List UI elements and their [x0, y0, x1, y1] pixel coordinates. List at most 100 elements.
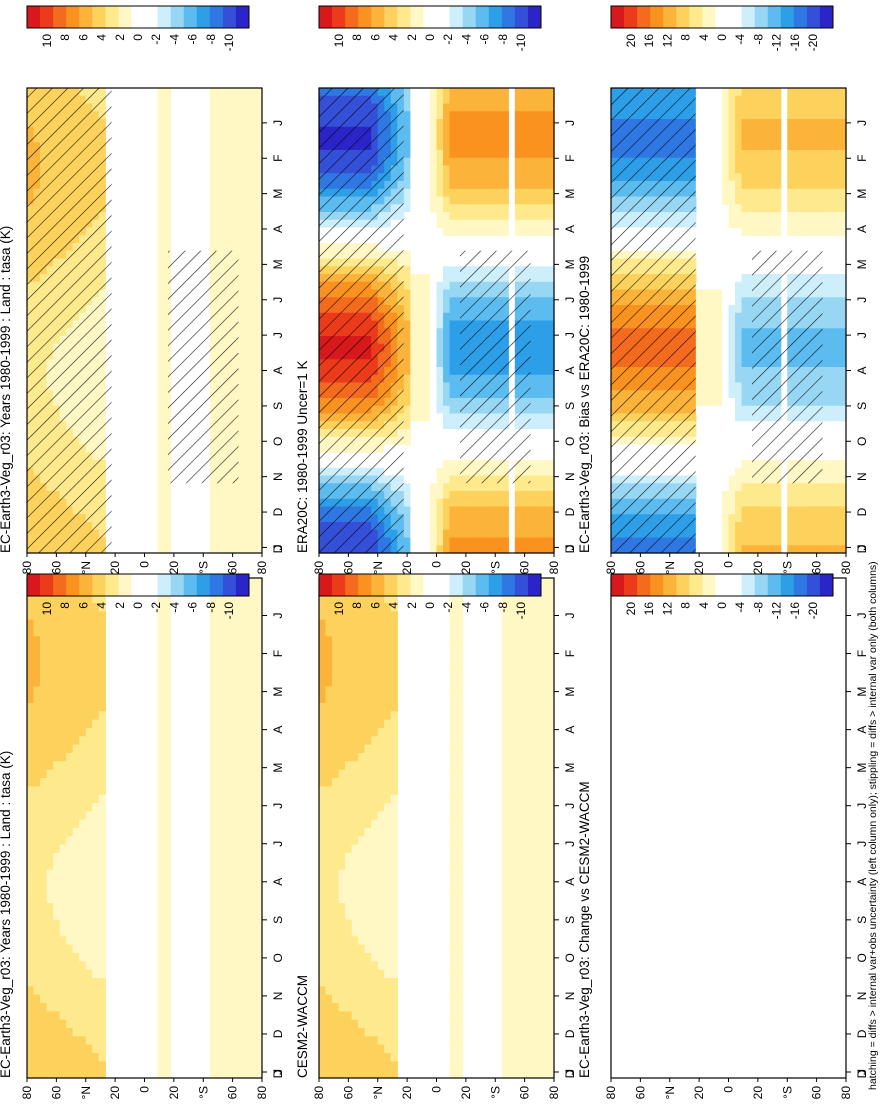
- heatmap-cell: [210, 936, 217, 945]
- heatmap-cell: [495, 204, 502, 212]
- heatmap-cell: [66, 628, 73, 637]
- heatmap-cell: [223, 545, 230, 553]
- heatmap-cell: [158, 861, 165, 870]
- heatmap-cell: [210, 220, 217, 228]
- heatmap-cell: [99, 928, 106, 937]
- heatmap-cell: [216, 158, 223, 166]
- heatmap-cell: [66, 653, 73, 662]
- heatmap-cell: [534, 104, 541, 112]
- heatmap-cell: [515, 189, 522, 197]
- heatmap-cell: [164, 173, 171, 181]
- heatmap-cell: [249, 620, 256, 629]
- heatmap-cell: [541, 359, 548, 367]
- heatmap-cell: [236, 1053, 243, 1062]
- heatmap-cell: [326, 1011, 333, 1020]
- heatmap-cell: [99, 703, 106, 712]
- heatmap-cell: [27, 911, 34, 920]
- heatmap-cell: [450, 266, 457, 274]
- heatmap-cell: [249, 886, 256, 895]
- heatmap-cell: [326, 753, 333, 762]
- heatmap-cell: [158, 1053, 165, 1062]
- heatmap-cell: [158, 545, 165, 553]
- heatmap-cell: [319, 853, 326, 862]
- heatmap-cell: [66, 1028, 73, 1037]
- heatmap-cell: [528, 119, 535, 127]
- heatmap-cell: [437, 359, 444, 367]
- heatmap-cell: [450, 375, 457, 383]
- month-tick-label: D: [271, 544, 285, 553]
- heatmap-cell: [210, 770, 217, 779]
- heatmap-cell: [534, 530, 541, 538]
- heatmap-cell: [223, 811, 230, 820]
- heatmap-cell: [437, 476, 444, 484]
- heatmap-cell: [450, 460, 457, 468]
- heatmap-cell: [158, 628, 165, 637]
- heatmap-cell: [164, 545, 171, 553]
- heatmap-cell: [229, 204, 236, 212]
- heatmap-cell: [450, 359, 457, 367]
- heatmap-cell: [450, 119, 457, 127]
- heatmap-cell: [216, 711, 223, 720]
- lat-tick-label: 20: [167, 561, 181, 575]
- heatmap-cell: [332, 920, 339, 929]
- heatmap-cell: [437, 220, 444, 228]
- heatmap-cell: [236, 745, 243, 754]
- heatmap-cell: [53, 928, 60, 937]
- heatmap-cell: [236, 928, 243, 937]
- heatmap-cell: [236, 786, 243, 795]
- heatmap-cell: [34, 953, 41, 962]
- heatmap-cell: [430, 104, 437, 112]
- heatmap-cell: [223, 522, 230, 530]
- heatmap-cell: [40, 720, 47, 729]
- hatching-north: [319, 88, 404, 553]
- heatmap-cell: [534, 491, 541, 499]
- lat-tick-label: 0: [430, 561, 444, 568]
- heatmap-cell: [164, 678, 171, 687]
- heatmap-cell: [79, 995, 86, 1004]
- heatmap-cell: [47, 845, 54, 854]
- heatmap-cell: [423, 204, 430, 212]
- heatmap-cell: [164, 703, 171, 712]
- heatmap-cell: [437, 266, 444, 274]
- heatmap-cell: [216, 861, 223, 870]
- heatmap-cell: [437, 282, 444, 290]
- heatmap-cell: [430, 135, 437, 143]
- heatmap-cell: [34, 1011, 41, 1020]
- heatmap-cell: [79, 703, 86, 712]
- heatmap-cell: [463, 119, 470, 127]
- heatmap-cell: [236, 795, 243, 804]
- heatmap-cell: [430, 282, 437, 290]
- heatmap-cell: [319, 703, 326, 712]
- heatmap-cell: [158, 661, 165, 670]
- heatmap-cell: [482, 96, 489, 104]
- heatmap-cell: [443, 499, 450, 507]
- heatmap-cell: [463, 104, 470, 112]
- heatmap-cell: [73, 628, 80, 637]
- heatmap-cell: [430, 111, 437, 119]
- heatmap-cell: [249, 305, 256, 313]
- heatmap-cell: [417, 321, 424, 329]
- heatmap-cell: [158, 305, 165, 313]
- heatmap-cell: [47, 928, 54, 937]
- heatmap-cell: [319, 670, 326, 679]
- heatmap-cell: [521, 197, 528, 205]
- heatmap-cell: [242, 127, 249, 135]
- heatmap-cell: [79, 970, 86, 979]
- heatmap-cell: [92, 670, 99, 679]
- heatmap-cell: [410, 483, 417, 491]
- heatmap-cell: [86, 703, 93, 712]
- heatmap-cell: [319, 1036, 326, 1045]
- heatmap-cell: [502, 173, 509, 181]
- heatmap-cell: [339, 1045, 346, 1054]
- heatmap-cell: [345, 736, 352, 745]
- heatmap-cell: [53, 1036, 60, 1045]
- heatmap-cell: [79, 811, 86, 820]
- heatmap-cell: [242, 538, 249, 546]
- heatmap-cell: [223, 1070, 230, 1079]
- heatmap-cell: [437, 437, 444, 445]
- heatmap-cell: [450, 390, 457, 398]
- heatmap-cell: [66, 953, 73, 962]
- heatmap-cell: [417, 181, 424, 189]
- heatmap-cell: [99, 736, 106, 745]
